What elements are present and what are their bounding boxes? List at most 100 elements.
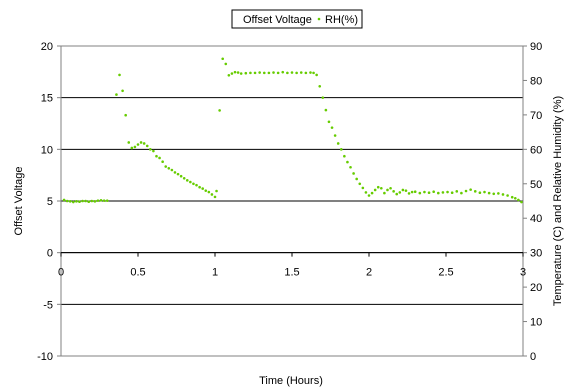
rh-point [185,179,189,182]
rh-point [478,191,482,195]
rh-point [173,171,177,174]
rh-point [179,174,183,178]
rh-point [210,193,214,196]
rh-point [367,194,371,197]
rh-point [239,72,243,75]
legend-label-offset-voltage: Offset Voltage [243,14,312,26]
rh-point [330,126,334,129]
rh-point [517,198,520,202]
rh-point [352,172,355,175]
rh-point [450,191,454,195]
y2-tick-label: 40 [530,213,542,225]
rh-point [401,188,405,192]
rh-point [290,71,294,74]
rh-point [418,191,422,195]
rh-point [215,189,218,193]
rh-point [81,199,84,203]
rh-point [72,200,75,204]
y2-tick-label: 90 [530,41,542,53]
rh-point [286,71,289,75]
rh-point [170,168,174,172]
legend-box [231,9,363,29]
rh-point [510,195,514,199]
rh-point [455,190,459,193]
x-tick-label: 2.5 [438,267,453,279]
y2-tick-label: 70 [530,110,542,122]
y2-tick-label: 50 [530,179,542,191]
x-axis-label: Time (Hours) [259,375,323,387]
rh-point [207,190,211,194]
tick-labels: -10 -5 0 5 10 15 20 0 10 20 30 40 50 60 70 80 90 0 0.5 1 1.5… [37,41,542,363]
rh-point [65,199,69,203]
rh-point [483,190,486,194]
rh-point [413,190,417,193]
rh-point [195,183,198,187]
rh-point [355,177,358,181]
x-tick-label: 1 [212,267,218,279]
rh-point [339,148,343,151]
rh-point [410,190,414,194]
rh-point [276,71,280,75]
y-tick-label: 0 [47,248,53,260]
rh-point [404,189,408,192]
rh-point [176,172,180,176]
rh-point [469,188,472,191]
y2-tick-label: 30 [530,248,542,260]
rh-point [84,199,87,203]
rh-point [249,71,252,75]
rh-point [149,148,152,151]
rh-point [423,190,426,194]
rh-point [130,146,134,150]
rh-point [75,200,78,203]
rh-point [386,188,389,192]
rh-point [204,189,208,192]
y-tick-label: 20 [41,41,53,53]
y-tick-label: 5 [47,196,53,208]
rh-point [99,199,103,202]
rh-point [370,191,374,195]
rh-point [164,165,168,168]
rh-point [333,134,337,137]
rh-point [318,85,322,88]
y2-tick-label: 20 [530,282,542,294]
rh-point [432,190,435,193]
rh-point [161,160,164,164]
y2-tick-label: 10 [530,317,542,329]
rh-point [93,200,97,203]
rh-point [281,70,285,74]
rh-point [492,192,496,196]
rh-point [327,120,331,124]
rh-point [272,71,275,74]
rh-point [497,192,500,195]
x-tick-label: 3 [520,267,526,279]
rh-point [309,71,312,74]
legend-marker-rh [317,17,321,21]
gridlines [61,45,523,357]
rh-point [295,71,298,75]
rh-point [473,190,477,193]
rh-point [121,89,124,93]
rh-point [398,191,402,194]
rh-point [227,73,231,77]
rh-point [395,192,399,196]
rh-point [312,71,315,75]
rh-point [460,191,463,195]
rh-point [380,186,383,190]
rh-point [358,182,362,186]
rh-point [139,141,143,144]
rh-point [198,185,201,189]
rh-point [514,196,517,200]
rh-point [262,71,266,75]
rh-point [258,71,261,74]
rh-point [155,154,158,158]
rh-point [218,109,221,112]
rh-point [90,199,94,203]
y-axis-label-right: Temperature (C) and Relative Humidity (%… [552,96,564,306]
rh-point [236,71,240,74]
rh-point [407,192,411,195]
rh-point [324,108,328,112]
rh-point [68,200,72,203]
rh-point [346,160,349,164]
rh-point [115,93,118,96]
